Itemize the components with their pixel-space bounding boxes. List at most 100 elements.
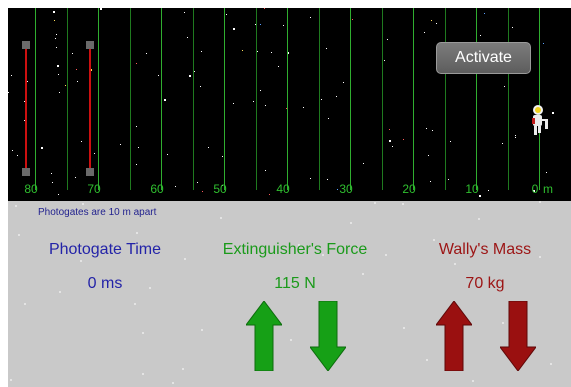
- grid-line-major: [350, 8, 351, 190]
- panel-speckle: [142, 332, 144, 334]
- extinguisher-force-title: Extinguisher's Force: [222, 241, 368, 258]
- panel-speckle: [182, 368, 184, 370]
- panel-speckle: [539, 201, 541, 203]
- panel-speckle: [172, 382, 174, 384]
- star: [343, 82, 344, 83]
- star: [72, 53, 73, 54]
- star: [189, 75, 191, 77]
- grid-line-minor: [319, 8, 320, 190]
- star: [253, 101, 254, 102]
- star: [226, 14, 227, 15]
- star: [184, 12, 185, 13]
- panel-speckle: [385, 254, 387, 256]
- star: [533, 190, 535, 192]
- star: [502, 143, 503, 144]
- grid-line-minor: [508, 8, 509, 190]
- panel-speckle: [403, 327, 405, 329]
- star: [552, 112, 554, 114]
- wally-mass-value: 70 kg: [465, 275, 505, 292]
- photogate-bottom-sensor: [22, 168, 30, 176]
- panel-speckle: [136, 232, 138, 234]
- star: [387, 39, 388, 40]
- mass-increase-arrow-icon[interactable]: [436, 301, 472, 371]
- mass-decrease-arrow-icon[interactable]: [500, 301, 536, 371]
- star: [264, 8, 265, 9]
- distance-tick-label: 30: [339, 182, 353, 196]
- star: [512, 27, 513, 28]
- star: [450, 141, 451, 142]
- star: [202, 191, 203, 192]
- star: [81, 141, 82, 142]
- star: [222, 185, 223, 186]
- extinguisher-force-value: 115 N: [274, 275, 316, 292]
- star: [260, 90, 261, 91]
- star: [65, 85, 66, 86]
- panel-speckle: [426, 359, 428, 361]
- star: [24, 120, 25, 121]
- star: [327, 179, 328, 180]
- panel-speckle: [322, 254, 324, 256]
- star: [546, 172, 547, 173]
- star: [310, 17, 311, 18]
- panel-speckle: [356, 246, 358, 248]
- photogate-beam: [89, 46, 91, 174]
- star: [543, 43, 544, 44]
- grid-line-minor: [193, 8, 194, 190]
- activate-button[interactable]: Activate: [436, 42, 531, 74]
- grid-line-major: [413, 8, 414, 190]
- star: [326, 48, 327, 49]
- control-panel: Photogates are 10 m apart Photogate Time…: [8, 201, 571, 387]
- star: [363, 163, 364, 164]
- panel-speckle: [374, 202, 376, 204]
- grid-line-major: [287, 8, 288, 190]
- star: [233, 28, 235, 30]
- panel-speckle: [502, 322, 504, 324]
- star: [328, 118, 329, 119]
- star: [164, 99, 166, 101]
- grid-line-minor: [130, 8, 131, 190]
- star: [57, 65, 59, 67]
- star: [337, 189, 338, 190]
- grid-line-major: [98, 8, 99, 190]
- star: [59, 92, 60, 93]
- star: [480, 35, 481, 36]
- photogate-bottom-sensor: [86, 168, 94, 176]
- grid-line-minor: [256, 8, 257, 190]
- star: [11, 75, 12, 76]
- star: [448, 179, 449, 180]
- star: [54, 20, 55, 21]
- star: [222, 156, 223, 157]
- star: [278, 66, 279, 67]
- force-decrease-arrow-icon[interactable]: [310, 301, 346, 371]
- distance-tick-label: 10: [465, 182, 479, 196]
- star: [24, 101, 25, 102]
- panel-speckle: [82, 203, 84, 205]
- star: [175, 186, 176, 187]
- star: [76, 69, 77, 70]
- distance-tick-label: 80: [24, 182, 38, 196]
- star: [431, 20, 432, 21]
- distance-tick-label: 20: [402, 182, 416, 196]
- panel-speckle: [18, 234, 20, 236]
- panel-speckle: [142, 373, 144, 375]
- grid-line-minor: [445, 8, 446, 190]
- panel-speckle: [184, 258, 186, 260]
- star: [208, 147, 209, 148]
- distance-tick-label: 40: [276, 182, 290, 196]
- star: [41, 147, 43, 149]
- grid-line-minor: [67, 8, 68, 190]
- star: [90, 69, 92, 71]
- star: [58, 74, 59, 75]
- force-increase-arrow-icon[interactable]: [246, 301, 282, 371]
- star: [242, 50, 243, 51]
- star: [100, 8, 102, 10]
- star: [158, 75, 159, 76]
- star: [56, 47, 57, 48]
- star: [167, 154, 168, 155]
- star: [488, 190, 489, 191]
- grid-line-major: [35, 8, 36, 190]
- grid-line-major: [161, 8, 162, 190]
- photogate-beam: [25, 46, 27, 174]
- star: [8, 92, 9, 93]
- panel-speckle: [225, 246, 227, 248]
